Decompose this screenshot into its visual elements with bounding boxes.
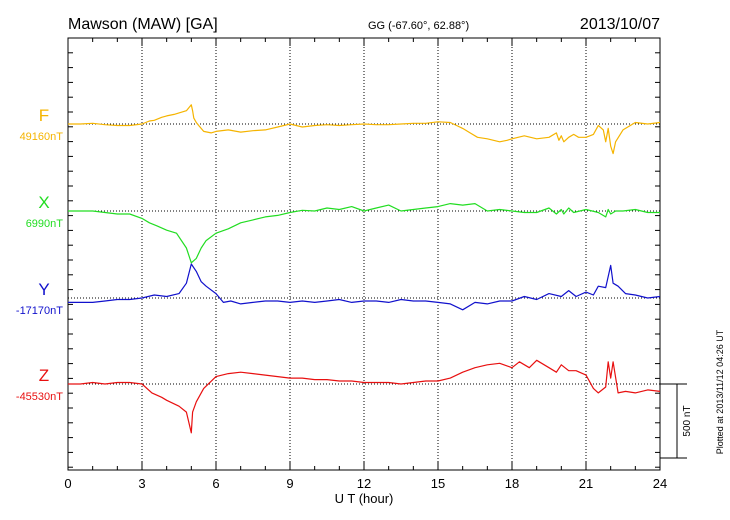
station-title: Mawson (MAW) [GA]: [68, 16, 218, 33]
x-tick-label: 6: [212, 476, 219, 491]
x-tick-label: 12: [357, 476, 371, 491]
x-tick-label: 9: [286, 476, 293, 491]
series-line-y: [68, 263, 661, 311]
x-tick-label: 24: [653, 476, 667, 491]
series-line-f: [68, 104, 661, 155]
station-coords: GG (-67.60°, 62.88°): [368, 20, 469, 32]
x-tick-label: 15: [431, 476, 445, 491]
component-baseline-y: -17170nT: [16, 305, 63, 317]
series-line-z: [68, 359, 661, 434]
component-baseline-x: 6990nT: [26, 218, 64, 230]
component-letter-y: Y: [38, 280, 49, 299]
plot-date: 2013/10/07: [580, 16, 660, 33]
scale-bar: 500 nT: [660, 383, 693, 459]
grid-layer: [68, 38, 660, 470]
series-layer: [68, 104, 661, 434]
component-baseline-f: 49160nT: [20, 131, 64, 143]
component-baseline-z: -45530nT: [16, 391, 63, 403]
x-tick-label: 21: [579, 476, 593, 491]
x-axis-label: U T (hour): [335, 491, 394, 506]
tick-layer: 0 3 6 9 12 15 18 21 24: [64, 38, 667, 491]
series-line-x: [68, 203, 660, 264]
scale-bar-label: 500 nT: [682, 405, 693, 436]
component-labels: F 49160nT X 6990nT Y -17170nT Z -45530nT: [16, 106, 63, 403]
component-letter-f: F: [39, 106, 49, 125]
component-letter-z: Z: [39, 366, 49, 385]
x-tick-label: 3: [138, 476, 145, 491]
x-tick-label: 18: [505, 476, 519, 491]
plotted-at-note: Plotted at 2013/11/12 04:26 UT: [715, 329, 725, 454]
x-tick-label: 0: [64, 476, 71, 491]
component-letter-x: X: [38, 193, 49, 212]
